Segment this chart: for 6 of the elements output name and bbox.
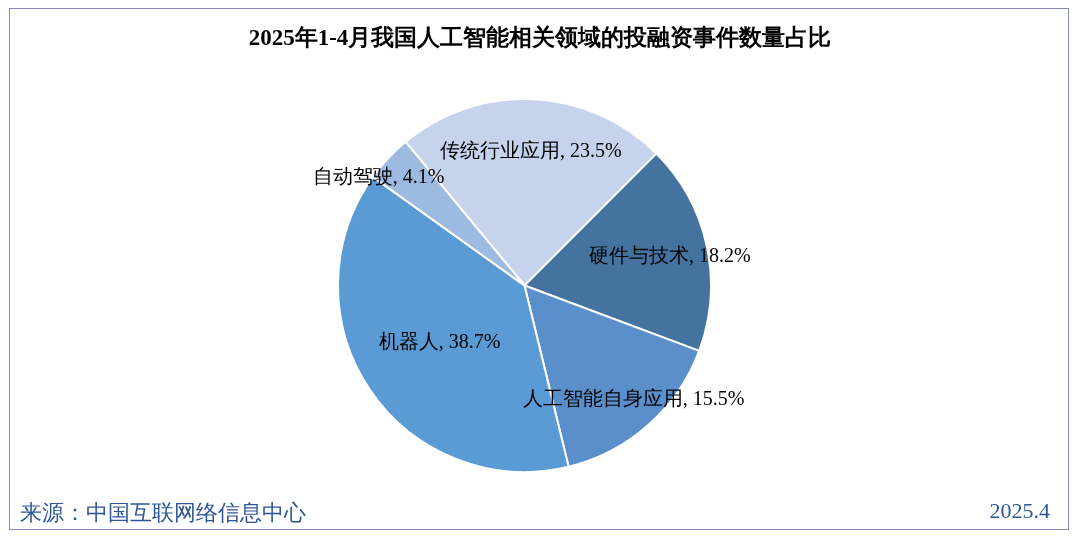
text: 2025.4 <box>989 498 1050 524</box>
slice-label: 机器人, 38.7% <box>378 330 501 353</box>
slice-label: 自动驾驶, 4.1% <box>312 164 445 187</box>
chart-title: 2025年1-4月我国人工智能相关领域的投融资事件数量占比 <box>247 24 833 52</box>
slice-label: 传统行业应用, 23.5% <box>439 138 622 161</box>
source-note: 来源：中国互联网络信息中心 <box>20 499 306 527</box>
